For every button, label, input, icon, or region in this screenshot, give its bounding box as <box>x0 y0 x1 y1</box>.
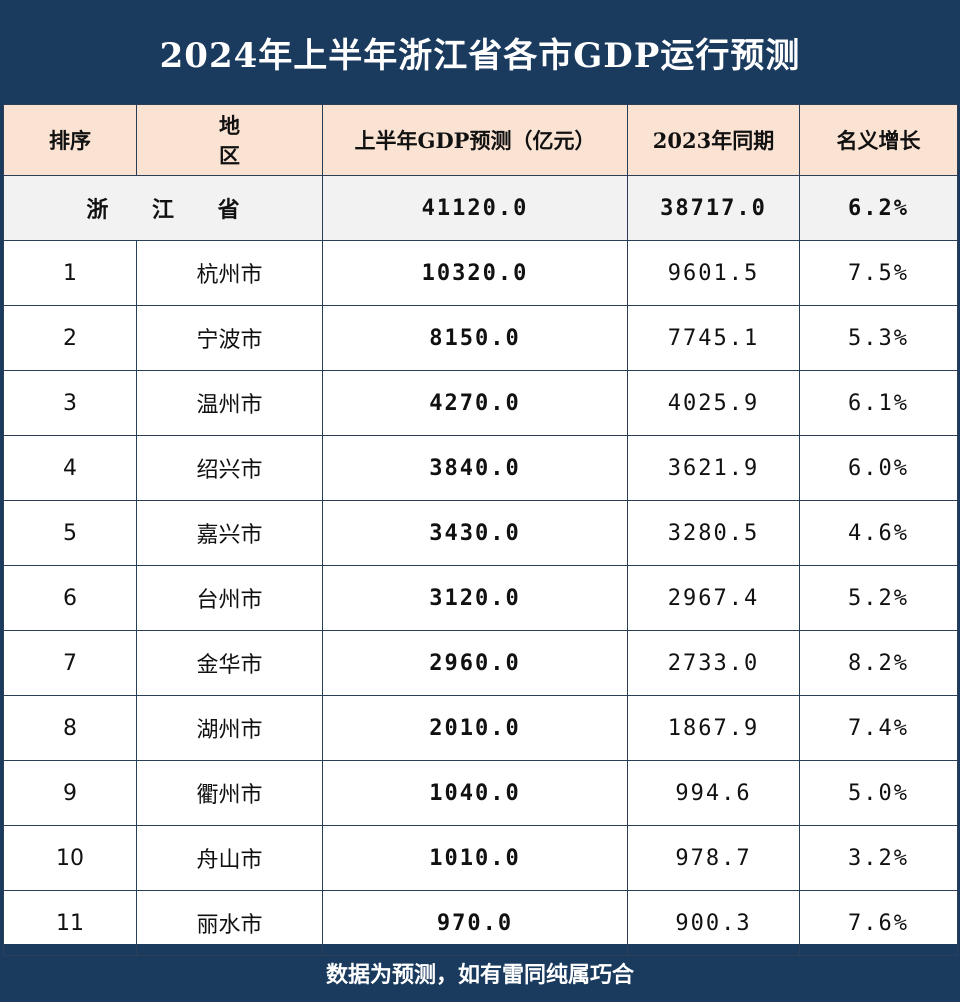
row-city: 金华市 <box>136 630 323 696</box>
row-gdp-forecast: 10320.0 <box>322 240 628 306</box>
row-same-period-2023: 3621.9 <box>627 435 800 501</box>
row-same-period-2023: 7745.1 <box>627 305 800 371</box>
header-gdp-forecast: 上半年GDP预测（亿元） <box>322 104 628 176</box>
row-city: 丽水市 <box>136 890 323 956</box>
row-nominal-growth: 6.1% <box>799 370 958 436</box>
row-city: 绍兴市 <box>136 435 323 501</box>
row-city: 湖州市 <box>136 695 323 761</box>
province-gdp-forecast: 41120.0 <box>322 175 628 241</box>
row-rank: 7 <box>3 630 137 696</box>
row-nominal-growth: 3.2% <box>799 825 958 891</box>
row-gdp-forecast: 3430.0 <box>322 500 628 566</box>
row-city: 舟山市 <box>136 825 323 891</box>
province-total-row: 浙 江 省 41120.0 38717.0 6.2% <box>3 175 958 241</box>
table-header-row: 排序 地 区 上半年GDP预测（亿元） 2023年同期 名义增长 <box>3 104 958 176</box>
row-rank: 9 <box>3 760 137 826</box>
row-rank: 5 <box>3 500 137 566</box>
table-row: 8 湖州市 2010.0 1867.9 7.4% <box>3 695 958 761</box>
table-row: 11 丽水市 970.0 900.3 7.6% <box>3 890 958 956</box>
row-rank: 4 <box>3 435 137 501</box>
row-same-period-2023: 3280.5 <box>627 500 800 566</box>
header-nominal-growth: 名义增长 <box>799 104 958 176</box>
table-row: 1 杭州市 10320.0 9601.5 7.5% <box>3 240 958 306</box>
row-rank: 10 <box>3 825 137 891</box>
province-nominal-growth: 6.2% <box>799 175 958 241</box>
row-city: 温州市 <box>136 370 323 436</box>
row-same-period-2023: 978.7 <box>627 825 800 891</box>
table-row: 10 舟山市 1010.0 978.7 3.2% <box>3 825 958 891</box>
row-rank: 3 <box>3 370 137 436</box>
row-nominal-growth: 8.2% <box>799 630 958 696</box>
footer-disclaimer: 数据为预测，如有雷同纯属巧合 <box>325 962 634 988</box>
row-gdp-forecast: 970.0 <box>322 890 628 956</box>
row-gdp-forecast: 8150.0 <box>322 305 628 371</box>
table-row: 5 嘉兴市 3430.0 3280.5 4.6% <box>3 500 958 566</box>
row-rank: 8 <box>3 695 137 761</box>
table-row: 9 衢州市 1040.0 994.6 5.0% <box>3 760 958 826</box>
row-gdp-forecast: 4270.0 <box>322 370 628 436</box>
row-city: 嘉兴市 <box>136 500 323 566</box>
table-row: 3 温州市 4270.0 4025.9 6.1% <box>3 370 958 436</box>
row-nominal-growth: 4.6% <box>799 500 958 566</box>
row-city: 台州市 <box>136 565 323 631</box>
header-same-period-2023: 2023年同期 <box>627 104 800 176</box>
page-title: 2024年上半年浙江省各市GDP运行预测 <box>159 35 801 76</box>
row-rank: 1 <box>3 240 137 306</box>
table-row: 2 宁波市 8150.0 7745.1 5.3% <box>3 305 958 371</box>
row-gdp-forecast: 2960.0 <box>322 630 628 696</box>
row-city: 宁波市 <box>136 305 323 371</box>
row-gdp-forecast: 3840.0 <box>322 435 628 501</box>
row-city: 衢州市 <box>136 760 323 826</box>
row-same-period-2023: 2967.4 <box>627 565 800 631</box>
table-row: 7 金华市 2960.0 2733.0 8.2% <box>3 630 958 696</box>
row-gdp-forecast: 1040.0 <box>322 760 628 826</box>
row-nominal-growth: 6.0% <box>799 435 958 501</box>
row-same-period-2023: 9601.5 <box>627 240 800 306</box>
row-nominal-growth: 7.5% <box>799 240 958 306</box>
row-rank: 11 <box>3 890 137 956</box>
row-gdp-forecast: 2010.0 <box>322 695 628 761</box>
table-row: 4 绍兴市 3840.0 3621.9 6.0% <box>3 435 958 501</box>
row-same-period-2023: 2733.0 <box>627 630 800 696</box>
row-nominal-growth: 7.4% <box>799 695 958 761</box>
table-row: 6 台州市 3120.0 2967.4 5.2% <box>3 565 958 631</box>
gdp-table-container: 排序 地 区 上半年GDP预测（亿元） 2023年同期 名义增长 浙 江 省 4… <box>3 104 958 956</box>
row-same-period-2023: 1867.9 <box>627 695 800 761</box>
row-same-period-2023: 994.6 <box>627 760 800 826</box>
row-nominal-growth: 5.0% <box>799 760 958 826</box>
row-same-period-2023: 4025.9 <box>627 370 800 436</box>
row-rank: 2 <box>3 305 137 371</box>
province-name: 浙 江 省 <box>3 175 323 241</box>
header-rank: 排序 <box>3 104 137 176</box>
province-same-period-2023: 38717.0 <box>627 175 800 241</box>
gdp-table: 排序 地 区 上半年GDP预测（亿元） 2023年同期 名义增长 浙 江 省 4… <box>3 104 958 956</box>
row-nominal-growth: 7.6% <box>799 890 958 956</box>
row-gdp-forecast: 3120.0 <box>322 565 628 631</box>
header-region: 地 区 <box>136 104 323 176</box>
row-nominal-growth: 5.2% <box>799 565 958 631</box>
row-nominal-growth: 5.3% <box>799 305 958 371</box>
row-rank: 6 <box>3 565 137 631</box>
row-city: 杭州市 <box>136 240 323 306</box>
row-same-period-2023: 900.3 <box>627 890 800 956</box>
row-gdp-forecast: 1010.0 <box>322 825 628 891</box>
